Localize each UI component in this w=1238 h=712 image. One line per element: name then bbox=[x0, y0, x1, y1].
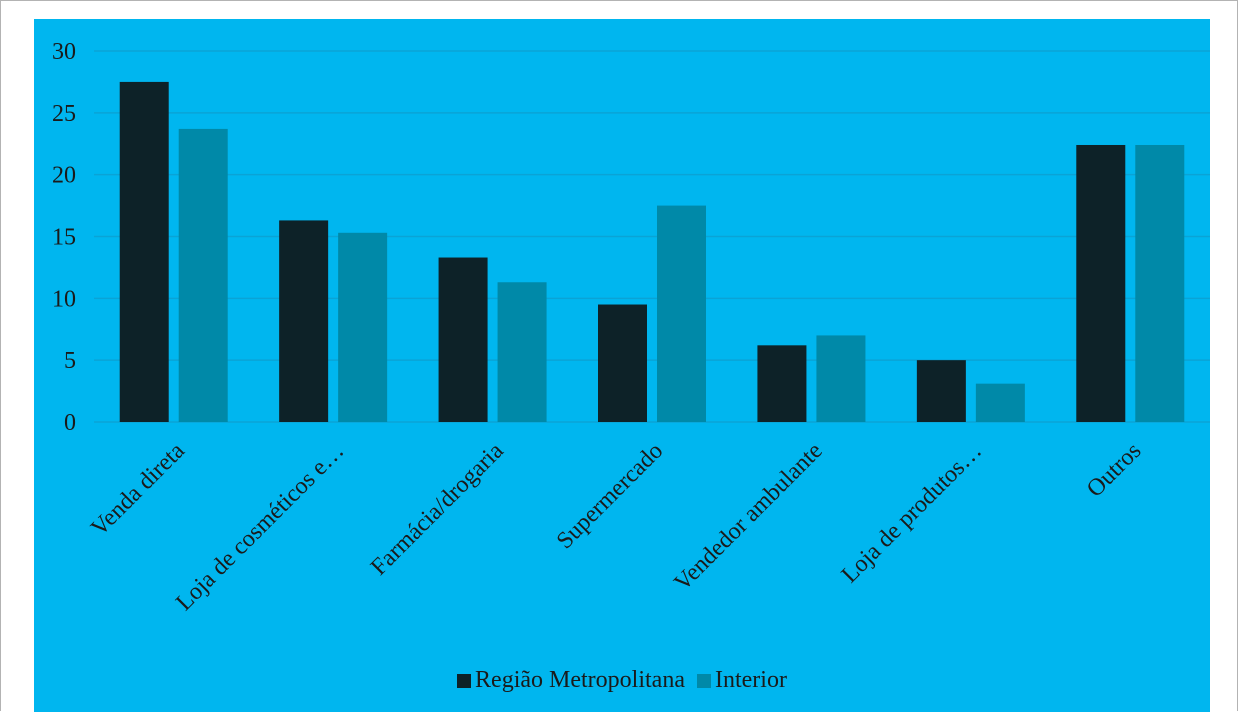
legend: Região Metropolitana Interior bbox=[34, 667, 1210, 694]
bar-interior-1 bbox=[338, 232, 388, 422]
y-axis-ticks: 0 5 10 15 20 25 30 bbox=[52, 39, 76, 436]
chart-area: 0 5 10 15 20 25 30 Venda direta Loja de cosméti… bbox=[34, 19, 1210, 712]
legend-item-interior: Interior bbox=[696, 667, 787, 694]
bar-regiao-metropolitana-3 bbox=[598, 304, 647, 422]
bar-interior-3 bbox=[657, 205, 706, 422]
bar-interior-5 bbox=[975, 383, 1025, 422]
bar-regiao-metropolitana-6 bbox=[1076, 144, 1126, 422]
y-tick-label: 25 bbox=[52, 101, 76, 127]
legend-label-interior: Interior bbox=[714, 667, 787, 693]
legend-swatch-regiao-metropolitana bbox=[457, 673, 472, 688]
y-tick-label: 15 bbox=[52, 225, 76, 251]
bar-regiao-metropolitana-1 bbox=[279, 220, 329, 422]
legend-label-regiao-metropolitana: Região Metropolitana bbox=[475, 667, 685, 693]
bar-interior-6 bbox=[1135, 144, 1185, 422]
bar-regiao-metropolitana-4 bbox=[757, 345, 807, 422]
y-tick-label: 5 bbox=[64, 348, 76, 374]
y-tick-label: 30 bbox=[52, 39, 76, 65]
bar-interior-2 bbox=[497, 282, 547, 422]
y-tick-label: 10 bbox=[52, 286, 76, 312]
y-tick-label: 20 bbox=[52, 163, 76, 189]
legend-item-regiao-metropolitana: Região Metropolitana bbox=[457, 667, 685, 694]
legend-swatch-interior bbox=[696, 673, 711, 688]
bar-interior-0 bbox=[178, 128, 228, 422]
bar-regiao-metropolitana-5 bbox=[916, 360, 966, 422]
y-tick-label: 0 bbox=[64, 410, 76, 436]
bars bbox=[119, 81, 1185, 422]
bar-interior-4 bbox=[816, 335, 866, 422]
bar-regiao-metropolitana-0 bbox=[119, 81, 169, 422]
bar-regiao-metropolitana-2 bbox=[438, 257, 488, 422]
